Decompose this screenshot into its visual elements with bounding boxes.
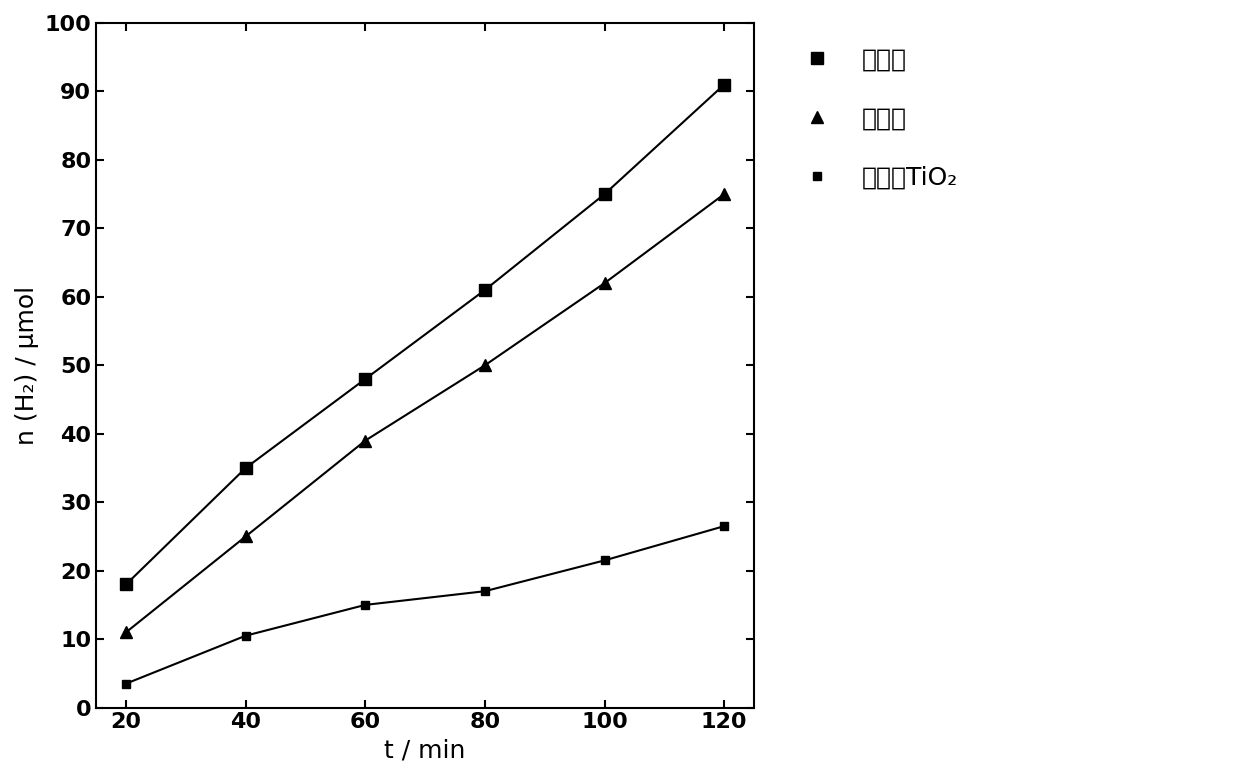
未掺杂TiO₂: [358, 601, 373, 610]
Line: 对比例: 对比例: [120, 188, 730, 639]
本发明: [358, 375, 373, 384]
对比例: [717, 190, 732, 199]
本发明: [717, 80, 732, 89]
对比例: [119, 628, 134, 637]
未掺杂TiO₂: [598, 556, 613, 565]
对比例: [477, 361, 492, 370]
对比例: [598, 278, 613, 287]
X-axis label: t / min: t / min: [384, 738, 466, 762]
本发明: [598, 190, 613, 199]
未掺杂TiO₂: [717, 521, 732, 531]
Line: 本发明: 本发明: [120, 79, 729, 590]
对比例: [238, 531, 253, 541]
未掺杂TiO₂: [238, 631, 253, 640]
本发明: [238, 463, 253, 472]
对比例: [358, 436, 373, 445]
未掺杂TiO₂: [119, 679, 134, 688]
本发明: [477, 285, 492, 294]
本发明: [119, 580, 134, 589]
Y-axis label: n (H₂) / μmol: n (H₂) / μmol: [15, 286, 38, 445]
未掺杂TiO₂: [477, 587, 492, 596]
Legend: 本发明, 对比例, 未掺杂TiO₂: 本发明, 对比例, 未掺杂TiO₂: [780, 36, 971, 203]
Line: 未掺杂TiO₂: 未掺杂TiO₂: [122, 522, 728, 688]
